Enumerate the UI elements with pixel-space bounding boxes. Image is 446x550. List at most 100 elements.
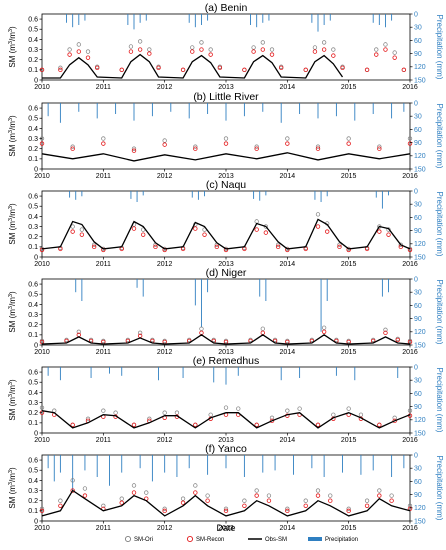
sm-ori-point — [285, 408, 290, 413]
sm-recon-point — [162, 508, 167, 514]
y2-tick-label: 90 — [414, 51, 422, 58]
sm-recon-point — [242, 67, 247, 73]
sm-ori-point — [315, 144, 321, 149]
y-axis-label-part: SM (m — [8, 309, 17, 333]
y-tick-label: 0 — [34, 430, 38, 437]
y2-tick-label: 60 — [414, 215, 422, 222]
sm-ori-point — [392, 50, 397, 55]
sm-ori-point — [208, 412, 213, 417]
panel-title: (e) Remedhus — [193, 355, 260, 367]
sm-recon-point — [137, 47, 143, 52]
y-tick-label: 0.1 — [28, 244, 38, 251]
sm-recon-point — [140, 232, 146, 237]
sm-ori-point — [76, 329, 81, 334]
y-tick-label: 0.2 — [28, 498, 38, 505]
legend-item: Precipitation — [308, 537, 358, 543]
obs-sm-line — [41, 152, 411, 162]
sm-recon-point — [208, 52, 213, 57]
sm-recon-point — [407, 141, 413, 146]
sm-ori-point — [67, 47, 72, 52]
x-tick-label: 2011 — [96, 261, 111, 268]
y2-tick-label: 0 — [414, 188, 418, 195]
x-tick-label: 2010 — [34, 437, 50, 444]
sm-ori-point — [85, 49, 91, 54]
y2-axis-label: Precipitation (mm) — [435, 104, 444, 169]
y-axis-label-sup: 3 — [8, 482, 14, 485]
sm-recon-point — [199, 47, 204, 52]
y2-axis-label: Precipitation (mm) — [435, 15, 444, 80]
sm-ori-point — [223, 405, 229, 410]
x-tick-label: 2010 — [34, 525, 50, 532]
y-tick-label: 0.6 — [28, 16, 38, 23]
panel-title: (b) Little River — [193, 91, 259, 103]
sm-recon-point — [223, 141, 229, 146]
sm-ori-point — [76, 42, 81, 47]
plot-frame — [41, 278, 411, 346]
sm-recon-point — [383, 47, 388, 52]
sm-ori-point — [254, 219, 259, 224]
x-tick-label: 2012 — [157, 437, 173, 444]
panel-title: (c) Naqu — [206, 179, 246, 191]
sm-recon-point — [85, 55, 91, 60]
sm-recon-point — [254, 422, 259, 428]
panel-title: (a) Benin — [205, 2, 248, 14]
y2-tick-label: 30 — [414, 25, 422, 32]
sm-recon-point — [180, 500, 186, 505]
sm-ori-point — [377, 488, 382, 493]
y-tick-label: 0 — [34, 254, 38, 261]
x-tick-label: 2015 — [341, 261, 357, 268]
y2-axis-label: Precipitation (mm) — [435, 456, 444, 521]
y-tick-label: 0.3 — [28, 47, 38, 54]
sm-ori-point — [321, 325, 327, 330]
obs-sm-line — [41, 410, 411, 429]
x-tick-label: 2015 — [341, 437, 357, 444]
sm-ori-point — [58, 65, 63, 70]
sm-recon-point — [180, 67, 186, 73]
y-axis-label: SM (m3/m3) — [8, 115, 17, 157]
sm-ori-point — [131, 146, 137, 151]
y-tick-label: 0.3 — [28, 136, 38, 143]
sm-ori-point — [137, 330, 143, 335]
y-tick-label: 0.6 — [28, 457, 38, 464]
y2-tick-label: 120 — [414, 329, 426, 336]
sm-recon-point — [377, 493, 382, 498]
y-axis-label-sup: 3 — [8, 29, 14, 32]
y2-tick-label: 30 — [414, 378, 422, 385]
x-tick-label: 2015 — [341, 84, 357, 91]
x-tick-label: 2011 — [96, 525, 111, 532]
y-tick-label: 0.4 — [28, 214, 38, 221]
y-tick-label: 0.5 — [28, 204, 38, 211]
y2-tick-label: 0 — [414, 11, 418, 18]
y2-tick-label: 30 — [414, 114, 422, 121]
legend-item: SM-Recon — [186, 535, 224, 543]
y-axis-label-part: /m — [8, 121, 17, 130]
sm-recon-point — [70, 229, 75, 234]
x-tick-label: 2016 — [402, 173, 418, 180]
sm-recon-point — [39, 247, 45, 253]
sm-recon-point — [325, 229, 330, 234]
legend-label: SM-Recon — [196, 537, 224, 543]
sm-ori-point — [162, 410, 167, 415]
x-tick-label: 2011 — [96, 84, 111, 91]
sm-recon-point — [91, 244, 97, 250]
y-axis-label-sup: 3 — [8, 118, 14, 121]
sm-recon-point — [101, 247, 106, 253]
y-axis-label-part: ) — [8, 26, 17, 29]
y2-tick-label: 90 — [414, 140, 422, 147]
y-axis-label-part: ) — [8, 203, 17, 206]
sm-recon-point — [346, 141, 351, 146]
sm-recon-point — [70, 488, 75, 493]
y-axis-label-sup: 3 — [8, 382, 14, 385]
sm-ori-point — [208, 47, 213, 52]
sm-recon-point — [315, 224, 321, 229]
x-axis-label: Date — [216, 523, 235, 533]
sm-ori-point — [315, 488, 321, 493]
sm-recon-point — [131, 148, 137, 153]
sm-recon-point — [131, 422, 137, 428]
sm-ori-point — [223, 506, 229, 511]
obs-sm-line — [41, 334, 411, 345]
sm-recon-point — [131, 226, 137, 231]
y2-tick-label: 90 — [414, 228, 422, 235]
sm-ori-point — [242, 498, 247, 503]
sm-ori-point — [205, 493, 210, 498]
